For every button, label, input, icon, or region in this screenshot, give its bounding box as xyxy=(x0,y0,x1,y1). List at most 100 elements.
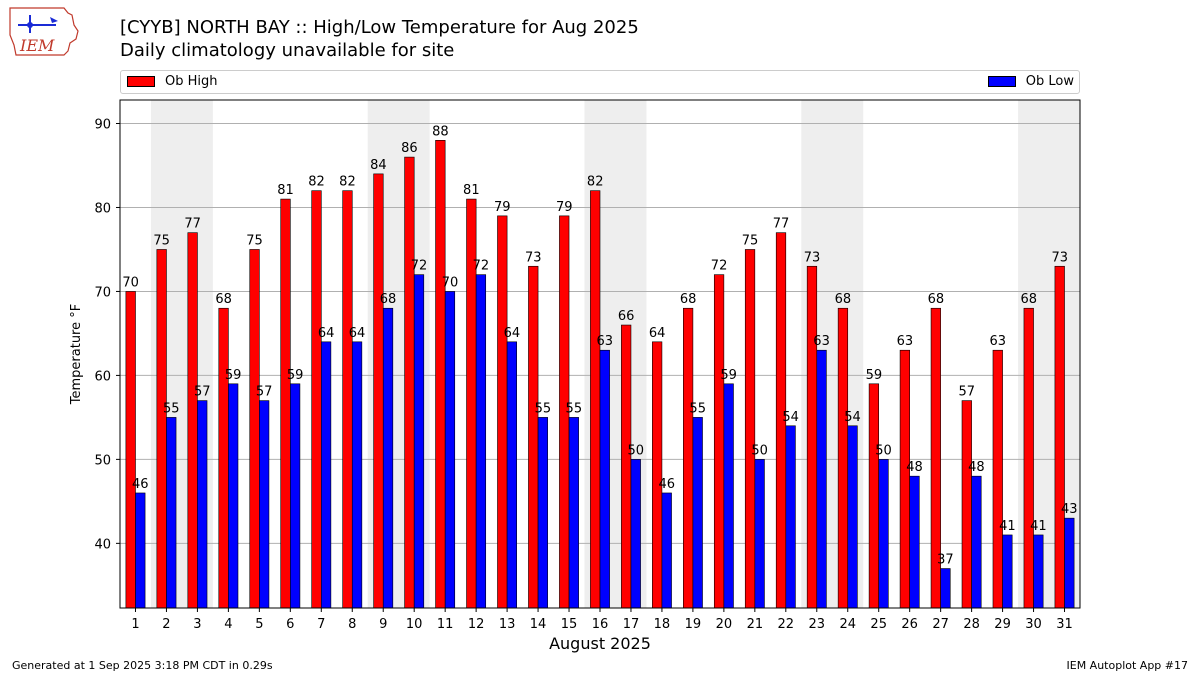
x-tick-label: 20 xyxy=(716,617,733,632)
bar-low xyxy=(1002,534,1013,609)
data-label-low: 46 xyxy=(658,477,675,492)
legend: Ob High Ob Low xyxy=(120,70,1080,94)
x-tick-label: 31 xyxy=(1056,617,1073,632)
bar-low xyxy=(568,417,579,609)
data-label-low: 50 xyxy=(627,443,644,458)
bar-low xyxy=(228,383,239,609)
data-label-high: 68 xyxy=(928,292,945,307)
chart-title: [CYYB] NORTH BAY :: High/Low Temperature… xyxy=(120,17,639,38)
iem-logo: IEM xyxy=(6,5,82,59)
bar-low xyxy=(135,492,146,609)
bar-high xyxy=(652,341,663,609)
data-label-low: 55 xyxy=(566,401,583,416)
data-label-high: 66 xyxy=(618,309,635,324)
data-label-high: 77 xyxy=(773,217,790,232)
bar-low xyxy=(754,459,765,609)
data-label-high: 88 xyxy=(432,124,449,139)
x-tick-label: 13 xyxy=(499,617,516,632)
footer-generated-text: Generated at 1 Sep 2025 3:18 PM CDT in 0… xyxy=(12,659,273,672)
bar-high xyxy=(435,140,446,609)
bar-low xyxy=(1033,534,1044,609)
x-tick-label: 12 xyxy=(468,617,485,632)
bar-low xyxy=(909,475,920,609)
bar-low xyxy=(847,425,858,609)
data-label-high: 73 xyxy=(525,250,542,265)
y-tick-label: 40 xyxy=(94,537,111,552)
x-tick-label: 16 xyxy=(592,617,609,632)
x-tick-label: 14 xyxy=(530,617,547,632)
bar-low xyxy=(475,274,487,609)
bar-high xyxy=(961,400,972,609)
data-label-low: 70 xyxy=(442,275,459,290)
x-tick-label: 19 xyxy=(685,617,702,632)
data-label-high: 68 xyxy=(835,292,852,307)
iem-iowa-logo-icon: IEM xyxy=(9,7,79,56)
bar-high xyxy=(156,249,167,609)
data-label-low: 50 xyxy=(751,443,768,458)
bar-high xyxy=(806,265,818,609)
bar-high xyxy=(125,291,136,609)
data-label-high: 79 xyxy=(494,200,511,215)
data-label-low: 48 xyxy=(906,460,923,475)
bar-low xyxy=(537,417,548,609)
x-tick-label: 28 xyxy=(963,617,980,632)
x-tick-label: 8 xyxy=(348,617,356,632)
bar-low xyxy=(940,568,951,609)
legend-item-low: Ob Low xyxy=(987,74,1074,89)
x-tick-label: 10 xyxy=(406,617,423,632)
bar-low xyxy=(444,291,456,609)
bar-high xyxy=(497,215,508,609)
legend-label-low: Ob Low xyxy=(1025,74,1074,89)
x-tick-label: 15 xyxy=(561,617,578,632)
data-label-low: 68 xyxy=(380,292,397,307)
data-label-low: 43 xyxy=(1061,502,1078,517)
bar-low xyxy=(197,400,208,609)
bar-low xyxy=(166,417,177,609)
x-tick-label: 24 xyxy=(839,617,856,632)
legend-label-high: Ob High xyxy=(165,74,218,89)
x-tick-label: 6 xyxy=(286,617,294,632)
data-label-low: 63 xyxy=(813,334,830,349)
bar-high xyxy=(621,324,632,609)
data-label-high: 68 xyxy=(680,292,697,307)
y-tick-label: 80 xyxy=(94,201,111,216)
data-label-high: 64 xyxy=(649,326,666,341)
bar-low xyxy=(599,349,610,609)
bar-high xyxy=(744,249,756,609)
bar-high xyxy=(342,190,353,609)
data-label-high: 81 xyxy=(463,183,480,198)
data-label-low: 63 xyxy=(597,334,614,349)
x-tick-label: 2 xyxy=(162,617,170,632)
x-tick-label: 9 xyxy=(379,617,387,632)
bar-low xyxy=(320,341,332,609)
x-tick-label: 26 xyxy=(901,617,918,632)
bar-high xyxy=(683,307,694,609)
bar-high xyxy=(218,307,229,609)
x-tick-label: 21 xyxy=(747,617,764,632)
data-label-low: 37 xyxy=(937,553,954,568)
data-label-high: 72 xyxy=(711,259,728,274)
bar-low xyxy=(506,341,517,609)
x-tick-label: 18 xyxy=(654,617,671,632)
x-tick-label: 17 xyxy=(623,617,640,632)
data-label-low: 57 xyxy=(256,385,273,400)
bar-high xyxy=(590,190,601,609)
data-label-low: 55 xyxy=(689,401,706,416)
data-label-high: 79 xyxy=(556,200,573,215)
legend-swatch-high xyxy=(127,76,155,87)
bar-high xyxy=(713,274,725,609)
bar-high xyxy=(187,232,198,609)
data-label-high: 86 xyxy=(401,141,418,156)
data-label-high: 73 xyxy=(1051,250,1068,265)
y-tick-label: 50 xyxy=(94,453,111,468)
x-tick-label: 25 xyxy=(870,617,887,632)
y-tick-label: 60 xyxy=(94,369,111,384)
bar-low xyxy=(816,349,827,609)
x-tick-label: 22 xyxy=(778,617,795,632)
x-tick-label: 30 xyxy=(1025,617,1042,632)
x-tick-label: 5 xyxy=(255,617,263,632)
x-tick-label: 11 xyxy=(437,617,454,632)
bar-low xyxy=(785,425,796,609)
bar-high xyxy=(1023,307,1034,609)
